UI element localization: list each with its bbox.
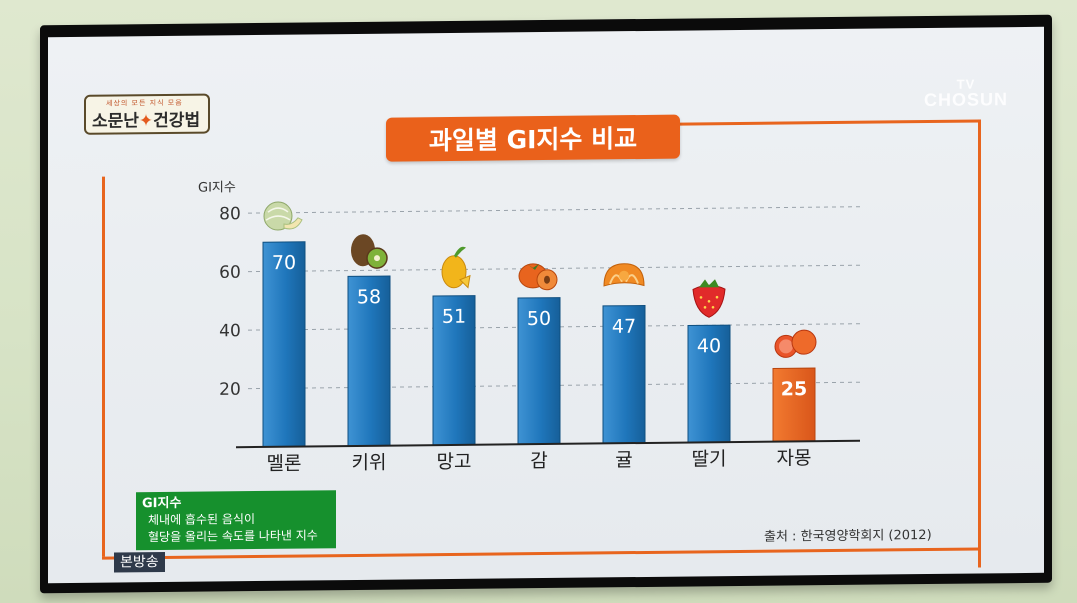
category-label: 딸기 <box>692 448 727 470</box>
y-tick-label: 60 <box>219 263 241 283</box>
bar-value-label: 58 <box>357 286 381 308</box>
y-tick-label: 80 <box>219 204 241 224</box>
gi-definition-line-1: 체내에 흡수된 음식이 <box>148 512 255 528</box>
tv-frame: 세상의 모든 지식 모음 소문난✦건강법 TV CHOSUN 과일별 GI지수 … <box>40 14 1052 594</box>
kiwi-icon <box>351 234 388 269</box>
gridline <box>248 206 860 214</box>
bar-value-label: 25 <box>781 378 807 400</box>
source-text: 출처 : 한국영양학회지 (2012) <box>764 527 932 545</box>
strawberry-icon <box>692 279 726 318</box>
gi-definition-line-2: 혈당을 올리는 속도를 나타낸 지수 <box>148 528 318 545</box>
gi-definition-title: GI지수 <box>142 495 182 512</box>
mango-icon <box>441 246 471 289</box>
bar-chart: GI지수 20 40 60 80 70 58 51 50 47 40 25 멜론 키위 망고 감 귤 딸기 자… <box>198 180 860 475</box>
bar-value-label: 40 <box>697 335 721 357</box>
bar-value-label: 70 <box>272 252 296 274</box>
gridline <box>248 264 860 273</box>
melon-icon <box>263 201 303 231</box>
bar-value-label: 47 <box>612 316 636 338</box>
category-label: 감 <box>530 450 547 472</box>
tangerine-icon <box>603 263 645 287</box>
bar-value-label: 51 <box>442 306 466 328</box>
category-label: 귤 <box>615 449 632 471</box>
category-label: 자몽 <box>777 447 812 469</box>
category-label: 망고 <box>437 451 472 473</box>
tv-screen: 세상의 모든 지식 모음 소문난✦건강법 TV CHOSUN 과일별 GI지수 … <box>48 26 1044 584</box>
gi-definition-box: GI지수 체내에 흡수된 음식이 혈당을 올리는 속도를 나타낸 지수 <box>136 490 336 551</box>
y-tick-label: 20 <box>219 380 241 400</box>
grapefruit-icon <box>774 329 817 358</box>
y-tick-label: 40 <box>219 321 241 341</box>
y-axis-label: GI지수 <box>198 180 236 195</box>
broadcast-badge: 본방송 <box>114 551 165 573</box>
persimmon-icon <box>518 263 558 291</box>
x-axis-line <box>236 439 860 449</box>
bar-value-label: 50 <box>527 308 551 330</box>
category-label: 멜론 <box>267 453 302 475</box>
category-label: 키위 <box>352 452 387 474</box>
